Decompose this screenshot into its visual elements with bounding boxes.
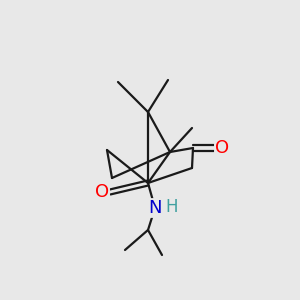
Text: N: N	[148, 199, 162, 217]
Text: H: H	[166, 198, 178, 216]
Text: O: O	[215, 139, 229, 157]
Text: O: O	[95, 183, 109, 201]
